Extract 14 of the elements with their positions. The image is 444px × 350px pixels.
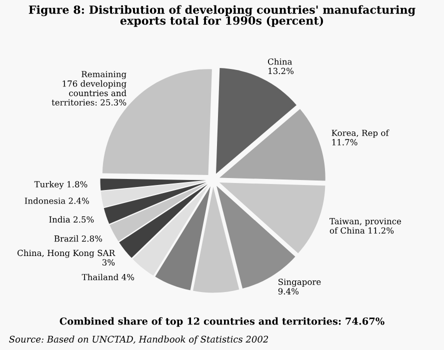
slice-label: Remaining 176 developing countries and territories: 25.3% (52, 71, 126, 106)
slice-label: Brazil 2.8% (54, 235, 102, 242)
slice-label: Taiwan, province of China 11.2% (330, 218, 402, 234)
slice-label: Thailand 4% (82, 274, 134, 280)
slice-label: India 2.5% (49, 216, 94, 223)
slice-label: China, Hong Kong SAR 3% (18, 250, 116, 266)
slice-label: Indonesia 2.4% (24, 197, 89, 204)
slice-label: Korea, Rep of 11.7% (332, 130, 390, 146)
chart-title: Figure 8: Distribution of developing countries' manufacturing exports total for 1990s (percent) (28, 5, 416, 27)
slice-label: Turkey 1.8% (34, 180, 88, 190)
slice-label: Singapore 9.4% (278, 278, 321, 294)
text: Combined share of top 12 countries and territories: 74.67% (60, 317, 384, 327)
slice-label: China 13.2% (268, 58, 294, 74)
source-note: Source: Based on UNCTAD, Handbook of Statistics 2002 (9, 336, 268, 344)
